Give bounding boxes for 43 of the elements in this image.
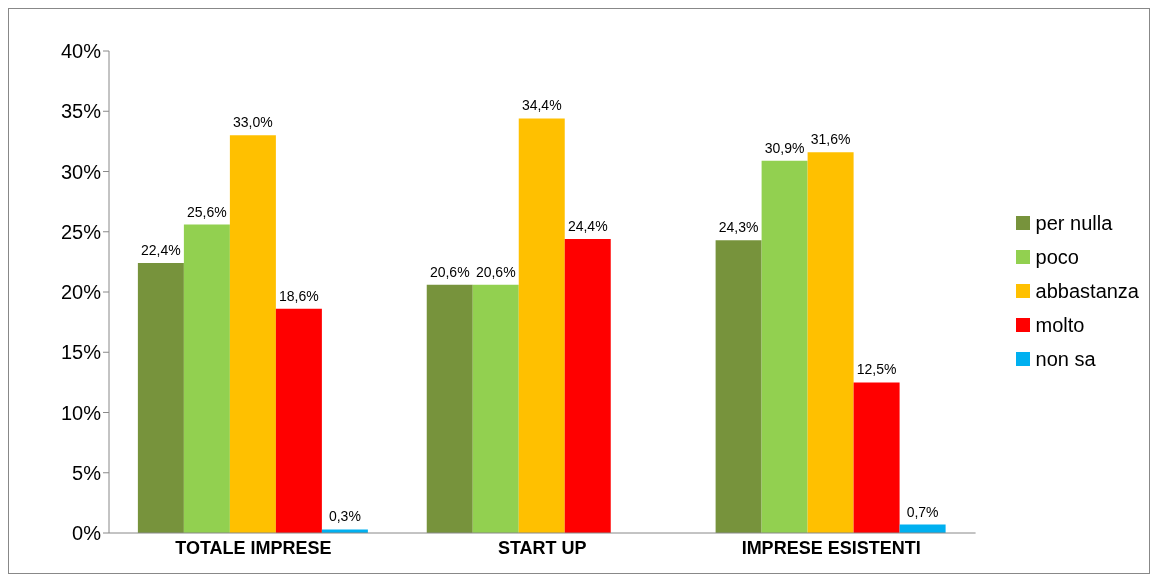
y-tick-label: 10% bbox=[60, 401, 102, 424]
legend-label: poco bbox=[1035, 245, 1079, 270]
bar bbox=[853, 382, 900, 533]
bar bbox=[518, 118, 565, 533]
y-tick-label: 30% bbox=[60, 160, 102, 183]
y-tick-label: 25% bbox=[60, 220, 102, 243]
y-tick-label: 40% bbox=[60, 40, 102, 63]
data-label: 30,9% bbox=[764, 139, 805, 156]
data-label: 22,4% bbox=[141, 242, 181, 259]
y-tick-label: 5% bbox=[72, 461, 102, 484]
x-tick-label: IMPRESE ESISTENTI bbox=[741, 537, 921, 558]
bar bbox=[807, 152, 854, 533]
y-tick-label: 0% bbox=[72, 522, 102, 545]
data-label: 34,4% bbox=[521, 97, 562, 114]
data-label: 0,7% bbox=[906, 503, 939, 520]
y-tick-label: 35% bbox=[60, 100, 102, 123]
bar bbox=[761, 160, 808, 533]
data-label: 25,6% bbox=[187, 203, 227, 220]
y-tick-label: 15% bbox=[60, 341, 102, 364]
bar bbox=[183, 224, 230, 533]
bar bbox=[472, 284, 519, 533]
data-label: 20,6% bbox=[475, 263, 516, 280]
bar bbox=[137, 263, 184, 533]
bar bbox=[426, 284, 473, 533]
data-label: 18,6% bbox=[279, 287, 319, 304]
bar bbox=[715, 240, 762, 533]
bar bbox=[275, 308, 322, 533]
x-tick-label: TOTALE IMPRESE bbox=[175, 537, 332, 558]
y-tick-label: 20% bbox=[60, 281, 102, 304]
legend-label: abbastanza bbox=[1035, 279, 1139, 304]
data-label: 24,4% bbox=[567, 217, 608, 234]
data-label: 33,0% bbox=[233, 114, 273, 131]
x-tick-label: START UP bbox=[497, 537, 587, 558]
data-label: 24,3% bbox=[718, 219, 759, 236]
legend-label: molto bbox=[1035, 313, 1085, 338]
data-label: 0,3% bbox=[328, 508, 361, 525]
bar bbox=[229, 135, 276, 533]
data-label: 12,5% bbox=[856, 361, 897, 378]
legend-label: per nulla bbox=[1035, 211, 1113, 236]
data-label: 20,6% bbox=[429, 263, 470, 280]
data-label: 31,6% bbox=[810, 131, 851, 148]
legend-label: non sa bbox=[1035, 347, 1096, 372]
bar bbox=[564, 238, 611, 533]
